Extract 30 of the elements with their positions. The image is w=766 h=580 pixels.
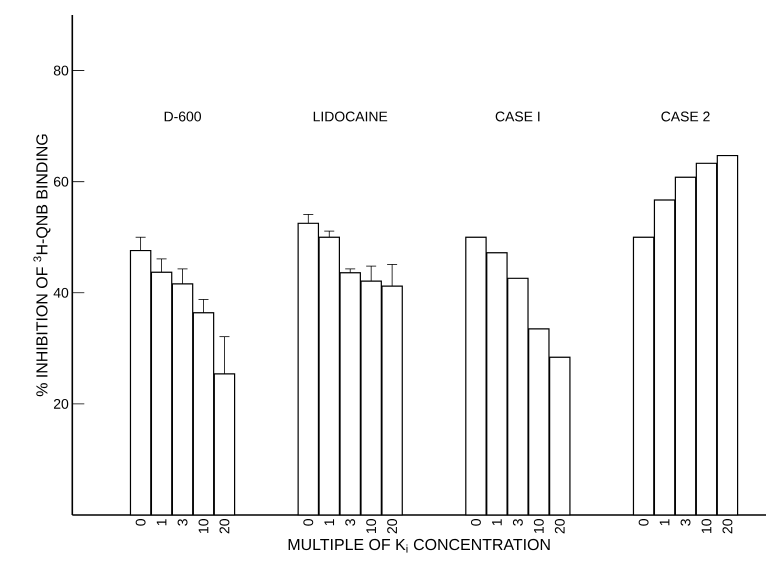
x-tick-label: 3	[345, 519, 356, 526]
x-tick-label: 20	[722, 519, 732, 534]
x-tick-label: 1	[492, 519, 502, 526]
x-tick-label: 0	[303, 519, 314, 526]
x-tick-label: 20	[387, 519, 398, 534]
x-tick-label: 3	[178, 519, 188, 526]
x-tick-label: 20	[554, 519, 565, 534]
x-tick-label: 10	[198, 519, 208, 533]
y-axis-title: % INHIBITION OF $^{3}$H-QNB BINDING	[33, 134, 50, 396]
x-axis-title: MULTIPLE OF K$_{i}$ CONCENTRATION	[288, 538, 550, 553]
x-tick-label: 10	[534, 519, 544, 533]
x-tick-label: 0	[136, 519, 146, 526]
y-tick-label: 20	[54, 398, 68, 409]
x-tick-label: 1	[660, 519, 670, 526]
annotation: LIDOCAINE	[314, 112, 388, 122]
x-tick-label: 1	[156, 519, 166, 526]
x-tick-label: 20	[220, 519, 230, 534]
x-tick-label: 0	[638, 519, 649, 526]
y-tick-label: 40	[54, 288, 68, 298]
y-tick-label: 80	[54, 66, 68, 76]
x-tick-label: 1	[324, 519, 334, 526]
annotation: D-600	[164, 112, 201, 122]
x-tick-label: 10	[702, 519, 712, 533]
x-tick-label: 3	[680, 519, 690, 526]
x-tick-label: 10	[366, 519, 376, 533]
annotation: CASE I	[496, 112, 540, 122]
x-tick-label: 0	[471, 519, 481, 526]
annotation: CASE 2	[661, 112, 710, 122]
y-tick-label: 60	[54, 176, 68, 187]
x-tick-label: 3	[512, 519, 523, 526]
